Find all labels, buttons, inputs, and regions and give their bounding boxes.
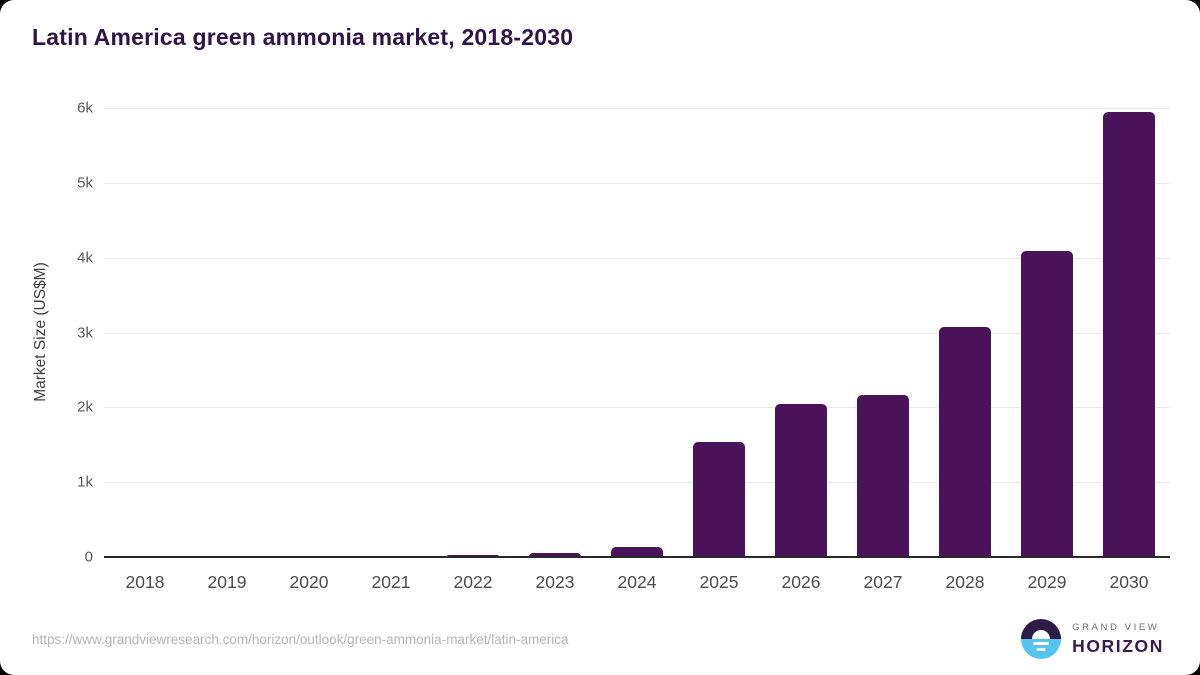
y-tick-label: 5k <box>77 174 93 192</box>
x-tick-label: 2027 <box>863 572 903 592</box>
y-tick-label: 2k <box>77 398 93 416</box>
x-tick-label: 2023 <box>535 572 575 592</box>
gridline <box>104 257 1170 259</box>
grand-view-horizon-icon <box>1021 619 1062 659</box>
bar-2022 <box>447 554 499 557</box>
bar-2027 <box>857 395 909 557</box>
x-tick-label: 2019 <box>207 572 247 592</box>
gridline <box>104 108 1170 109</box>
x-axis-line <box>104 556 1170 558</box>
gridline <box>104 332 1170 334</box>
bar-2025 <box>693 441 745 557</box>
x-tick-label: 2029 <box>1027 572 1067 592</box>
bar-2028 <box>939 326 991 557</box>
bar-2024 <box>611 547 663 557</box>
gridline <box>104 407 1170 409</box>
y-tick-label: 1k <box>77 473 93 491</box>
y-tick-label: 4k <box>77 249 93 267</box>
bar-2029 <box>1021 250 1073 557</box>
source-url: https://www.grandviewresearch.com/horizo… <box>32 632 569 647</box>
bar-2023 <box>529 552 581 557</box>
bar-2030 <box>1103 111 1155 557</box>
x-tick-label: 2030 <box>1109 572 1149 592</box>
y-tick-label: 3k <box>77 324 93 341</box>
brand-text: GRAND VIEW HORIZON <box>1072 622 1164 657</box>
x-tick-label: 2020 <box>289 572 329 592</box>
brand-logo: GRAND VIEW HORIZON <box>1021 619 1164 659</box>
x-tick-label: 2024 <box>617 572 657 592</box>
brand-name-bottom: HORIZON <box>1072 635 1164 656</box>
x-tick-label: 2026 <box>781 572 821 592</box>
ripple-shape <box>1033 642 1050 645</box>
gridline <box>104 182 1170 184</box>
ripple-shape <box>1036 647 1046 651</box>
y-tick-label: 0 <box>84 548 93 566</box>
x-tick-label: 2021 <box>371 572 411 592</box>
bar-2026 <box>775 403 827 557</box>
sun-shape <box>1032 630 1051 639</box>
x-tick-label: 2028 <box>945 572 985 592</box>
x-tick-label: 2018 <box>125 572 165 592</box>
brand-name-top: GRAND VIEW <box>1072 621 1160 633</box>
x-tick-label: 2022 <box>453 572 493 592</box>
x-tick-label: 2025 <box>699 572 739 592</box>
y-tick-label: 6k <box>77 99 93 117</box>
gridline <box>104 482 1170 484</box>
chart-title: Latin America green ammonia market, 2018… <box>32 24 574 50</box>
